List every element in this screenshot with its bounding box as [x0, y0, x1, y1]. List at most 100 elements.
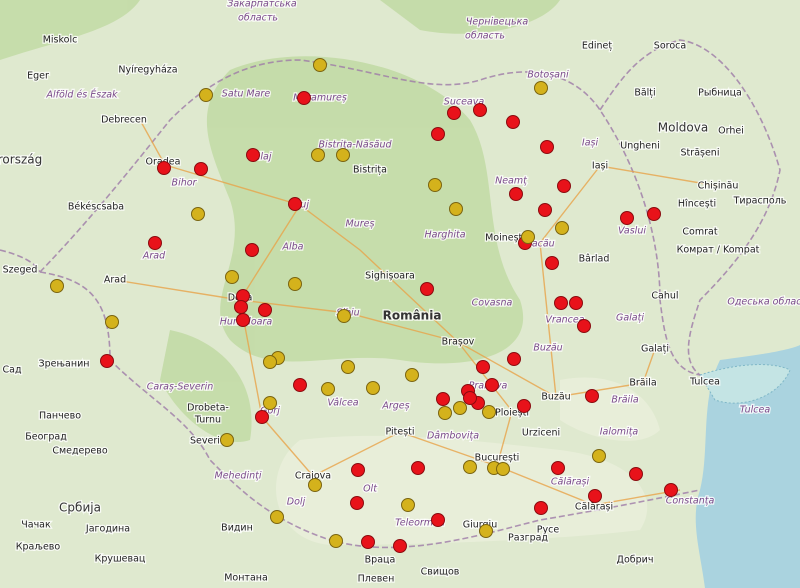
map-marker[interactable] — [411, 461, 425, 475]
map-marker[interactable] — [473, 103, 487, 117]
map-marker[interactable] — [308, 478, 322, 492]
map-marker[interactable] — [629, 467, 643, 481]
map-marker[interactable] — [557, 179, 571, 193]
city-label: Orhei — [718, 126, 744, 137]
map-marker[interactable] — [245, 243, 259, 257]
region-label: Dâmbovița — [427, 431, 479, 442]
city-label: Зрењанин — [39, 359, 90, 370]
city-label: Buzău — [541, 392, 570, 403]
map-marker[interactable] — [157, 161, 171, 175]
map-marker[interactable] — [431, 127, 445, 141]
map-marker[interactable] — [431, 513, 445, 527]
map-marker[interactable] — [234, 300, 248, 314]
map-marker[interactable] — [270, 510, 284, 524]
map-marker[interactable] — [517, 399, 531, 413]
map-marker[interactable] — [321, 382, 335, 396]
city-label: Edineț — [582, 41, 613, 52]
map-marker[interactable] — [436, 392, 450, 406]
city-label: Враца — [365, 555, 396, 566]
map-marker[interactable] — [50, 279, 64, 293]
map-marker[interactable] — [538, 203, 552, 217]
map-marker[interactable] — [246, 148, 260, 162]
map-marker[interactable] — [540, 140, 554, 154]
city-label: Békéscsaba — [68, 202, 124, 213]
map-marker[interactable] — [329, 534, 343, 548]
map-marker[interactable] — [534, 501, 548, 515]
map-marker[interactable] — [288, 277, 302, 291]
region-label: Covasna — [472, 298, 513, 309]
map-marker[interactable] — [569, 296, 583, 310]
map-marker[interactable] — [577, 319, 591, 333]
map-marker[interactable] — [545, 256, 559, 270]
map-marker[interactable] — [401, 498, 415, 512]
markers — [50, 58, 678, 553]
map-marker[interactable] — [263, 396, 277, 410]
map-marker[interactable] — [592, 449, 606, 463]
map-marker[interactable] — [585, 389, 599, 403]
map-marker[interactable] — [100, 354, 114, 368]
region-label: область — [238, 13, 278, 24]
map-marker[interactable] — [453, 401, 467, 415]
map-marker[interactable] — [405, 368, 419, 382]
map-marker[interactable] — [509, 187, 523, 201]
map-marker[interactable] — [313, 58, 327, 72]
city-label: Видин — [221, 523, 253, 534]
city-label: Comrat — [682, 227, 717, 238]
map-marker[interactable] — [449, 202, 463, 216]
map-marker[interactable] — [507, 352, 521, 366]
map-marker[interactable] — [393, 539, 407, 553]
city-label: Панчево — [39, 411, 81, 422]
map-marker[interactable] — [263, 355, 277, 369]
map-marker[interactable] — [420, 282, 434, 296]
map-marker[interactable] — [361, 535, 375, 549]
map-marker[interactable] — [588, 489, 602, 503]
city-label: Свищов — [421, 567, 460, 578]
map-marker[interactable] — [551, 461, 565, 475]
map-marker[interactable] — [438, 406, 452, 420]
map-marker[interactable] — [337, 309, 351, 323]
map-marker[interactable] — [255, 410, 269, 424]
map-marker[interactable] — [105, 315, 119, 329]
map-marker[interactable] — [191, 207, 205, 221]
map-marker[interactable] — [351, 463, 365, 477]
map-marker[interactable] — [199, 88, 213, 102]
map-marker[interactable] — [506, 115, 520, 129]
region-label: Constanța — [666, 496, 715, 507]
map-marker[interactable] — [236, 313, 250, 327]
map-marker[interactable] — [220, 433, 234, 447]
map-marker[interactable] — [555, 221, 569, 235]
map-marker[interactable] — [350, 496, 364, 510]
map-marker[interactable] — [311, 148, 325, 162]
map-marker[interactable] — [447, 106, 461, 120]
map-marker[interactable] — [476, 360, 490, 374]
city-label: Craiova — [295, 471, 331, 482]
map-marker[interactable] — [463, 391, 477, 405]
map-marker[interactable] — [293, 378, 307, 392]
map-marker[interactable] — [148, 236, 162, 250]
map-marker[interactable] — [428, 178, 442, 192]
city-label: Urziceni — [522, 428, 560, 439]
map-marker[interactable] — [297, 91, 311, 105]
map-marker[interactable] — [620, 211, 634, 225]
region-label: Caraș-Severin — [147, 382, 213, 393]
city-label: Крушевац — [95, 554, 146, 565]
map-marker[interactable] — [258, 303, 272, 317]
map-marker[interactable] — [194, 162, 208, 176]
map-marker[interactable] — [554, 296, 568, 310]
map-marker[interactable] — [341, 360, 355, 374]
map-marker[interactable] — [366, 381, 380, 395]
map-marker[interactable] — [225, 270, 239, 284]
map-marker[interactable] — [336, 148, 350, 162]
map-marker[interactable] — [496, 462, 510, 476]
map-marker[interactable] — [479, 524, 493, 538]
map-marker[interactable] — [463, 460, 477, 474]
map-marker[interactable] — [664, 483, 678, 497]
map-marker[interactable] — [534, 81, 548, 95]
map-marker[interactable] — [647, 207, 661, 221]
map-marker[interactable] — [482, 405, 496, 419]
map-marker[interactable] — [485, 378, 499, 392]
map-marker[interactable] — [521, 230, 535, 244]
map-marker[interactable] — [288, 197, 302, 211]
region-label: Olt — [363, 484, 378, 495]
